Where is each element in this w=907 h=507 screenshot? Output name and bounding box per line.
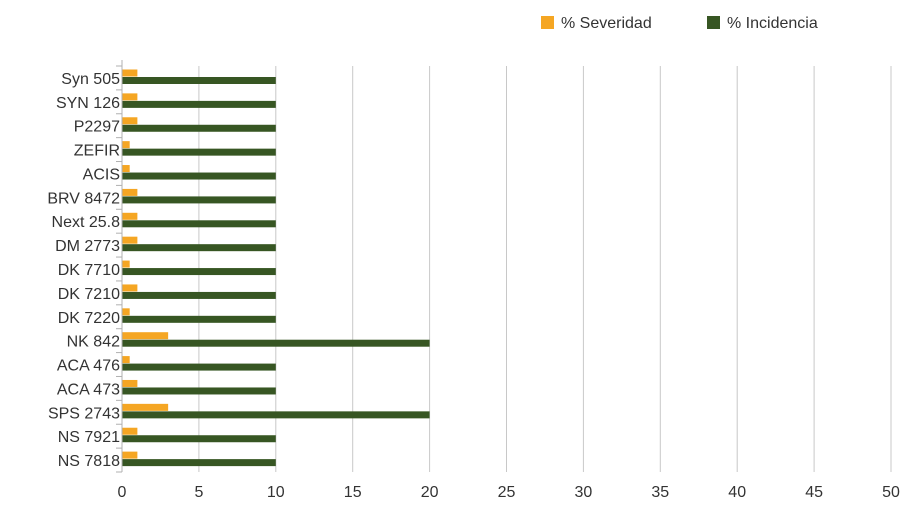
bar-incidencia — [122, 339, 430, 347]
y-tick-label: DK 7210 — [58, 286, 120, 303]
bar-incidencia — [122, 172, 276, 180]
y-tick-label: SYN 126 — [56, 95, 120, 112]
bars — [122, 69, 430, 467]
y-tick-label: SPS 2743 — [48, 405, 120, 422]
y-axis: Syn 505 SYN 126 P2297 ZEFIR ACIS BRV 8472 Next… — [47, 60, 123, 473]
bar-incidencia — [122, 459, 276, 467]
bar-severidad — [122, 260, 130, 268]
y-tick-label: DK 7710 — [58, 262, 120, 279]
x-tick-label: 30 — [575, 484, 593, 501]
y-tick-label: P2297 — [74, 119, 120, 136]
legend: % Severidad % Incidencia — [541, 15, 818, 32]
bar-severidad — [122, 165, 130, 173]
bar-severidad — [122, 332, 169, 340]
bar-severidad — [122, 379, 138, 387]
bar-incidencia — [122, 220, 276, 228]
bar-incidencia — [122, 387, 276, 395]
bar-severidad — [122, 284, 138, 292]
y-tick-label: ACA 473 — [57, 381, 120, 398]
legend-swatch — [707, 16, 720, 29]
y-tick-label: ACA 476 — [57, 358, 120, 375]
bar-incidencia — [122, 315, 276, 323]
x-axis: 0 5 10 15 20 25 30 35 40 45 50 — [118, 484, 900, 501]
bar-incidencia — [122, 100, 276, 108]
bar-severidad — [122, 308, 130, 316]
x-tick-label: 35 — [651, 484, 669, 501]
bar-incidencia — [122, 77, 276, 84]
bar-severidad — [122, 356, 130, 364]
bar-incidencia — [122, 196, 276, 204]
gridlines — [198, 66, 892, 472]
y-tick-label: ZEFIR — [74, 143, 120, 160]
x-tick-label: 15 — [344, 484, 362, 501]
x-tick-label: 40 — [728, 484, 746, 501]
x-tick-label: 25 — [498, 484, 516, 501]
bar-incidencia — [122, 124, 276, 132]
x-tick-label: 20 — [421, 484, 439, 501]
bar-severidad — [122, 117, 138, 125]
y-tick-label: Syn 505 — [61, 71, 120, 88]
x-tick-label: 50 — [882, 484, 900, 501]
bar-incidencia — [122, 435, 276, 443]
y-tick-label: BRV 8472 — [47, 190, 120, 207]
legend-swatch — [541, 16, 554, 29]
bar-incidencia — [122, 268, 276, 276]
bar-severidad — [122, 427, 138, 435]
bar-incidencia — [122, 411, 430, 419]
bar-severidad — [122, 236, 138, 244]
y-tick-label: NS 7818 — [58, 453, 120, 470]
x-tick-label: 45 — [805, 484, 823, 501]
bar-severidad — [122, 403, 169, 411]
bar-incidencia — [122, 363, 276, 371]
y-tick-label: DK 7220 — [58, 310, 120, 327]
bar-severidad — [122, 93, 138, 101]
x-tick-label: 10 — [267, 484, 285, 501]
bar-severidad — [122, 188, 138, 196]
legend-label: % Severidad — [561, 15, 652, 32]
x-tick-label: 0 — [118, 484, 127, 501]
bar-incidencia — [122, 148, 276, 156]
x-tick-label: 5 — [194, 484, 203, 501]
y-tick-label: DM 2773 — [55, 238, 120, 255]
bar-incidencia — [122, 291, 276, 299]
y-tick-label: ACIS — [83, 166, 120, 183]
y-tick-label: NK 842 — [67, 334, 120, 351]
legend-label: % Incidencia — [727, 15, 818, 32]
y-tick-label: Next 25.8 — [52, 214, 121, 231]
bar-severidad — [122, 451, 138, 459]
bar-severidad — [122, 212, 138, 220]
bar-severidad — [122, 141, 130, 149]
bar-severidad — [122, 69, 138, 77]
y-tick-label: NS 7921 — [58, 429, 120, 446]
bar-incidencia — [122, 244, 276, 252]
